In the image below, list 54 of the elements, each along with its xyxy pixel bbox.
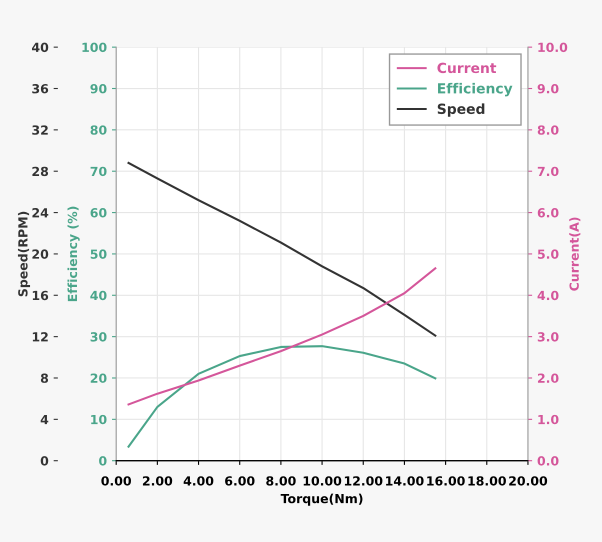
line-series xyxy=(127,267,436,406)
y-axis-title: Speed(RPM) xyxy=(18,212,30,296)
y2-tick-label: 5.0 xyxy=(538,249,559,259)
y3-tick-label: 30 xyxy=(90,332,107,342)
y-tick-label: 36 xyxy=(32,84,48,94)
y3-tick-label: 60 xyxy=(90,208,107,218)
y2-tick-label: 9.0 xyxy=(538,84,559,94)
y3-tick-label: 100 xyxy=(82,42,107,52)
y2-tick-label: 6.0 xyxy=(538,208,559,218)
x-tick-label: 8.00 xyxy=(266,476,296,486)
y3-tick-label: 50 xyxy=(90,249,107,259)
x-tick-label: 12.00 xyxy=(344,476,382,486)
x-tick-label: 0.00 xyxy=(101,476,132,486)
x-tick-label: 16.00 xyxy=(427,476,465,486)
y3-axis-title: Efficiency (%) xyxy=(67,206,80,302)
y3-tick-label: 10 xyxy=(91,414,107,424)
legend-label: Speed xyxy=(438,103,484,117)
y2-tick-label: 7.0 xyxy=(538,166,559,176)
y2-tick-label: 1.0 xyxy=(538,414,559,424)
line-series xyxy=(127,162,436,337)
y2-axis-title: Current(A) xyxy=(569,218,580,291)
y-tick-label: 4 xyxy=(40,414,48,424)
x-axis-title: Torque(Nm) xyxy=(280,494,362,506)
y3-tick-label: 40 xyxy=(90,290,107,300)
x-tick-label: 4.00 xyxy=(184,476,214,486)
legend-label: Efficiency xyxy=(438,82,512,96)
y-tick-label: 28 xyxy=(32,166,48,176)
y-tick-label: 40 xyxy=(32,42,48,52)
y3-tick-label: 90 xyxy=(90,84,107,94)
legend-label: Current xyxy=(437,62,496,74)
y3-tick-label: 70 xyxy=(90,166,107,176)
y3-tick-label: 0 xyxy=(99,456,107,466)
x-tick-label: 20.00 xyxy=(509,476,548,486)
x-tick-label: 2.00 xyxy=(142,476,172,486)
x-tick-label: 18.00 xyxy=(468,476,506,486)
y2-tick-label: 4.0 xyxy=(538,290,559,300)
x-tick-label: 14.00 xyxy=(386,476,424,486)
y3-tick-label: 80 xyxy=(90,125,107,135)
y-tick-label: 8 xyxy=(40,373,48,383)
y2-tick-label: 10.0 xyxy=(538,42,568,52)
y-tick-label: 24 xyxy=(32,208,48,218)
y-tick-label: 32 xyxy=(32,125,48,135)
y-tick-label: 16 xyxy=(32,290,48,300)
y2-tick-label: 3.0 xyxy=(538,332,559,342)
y3-tick-label: 20 xyxy=(90,373,107,383)
x-tick-label: 6.00 xyxy=(225,476,255,486)
y-tick-label: 20 xyxy=(32,249,48,259)
y-tick-label: 0 xyxy=(40,456,48,466)
line-series xyxy=(127,345,436,448)
y2-tick-label: 2.0 xyxy=(538,373,559,383)
y-tick-label: 12 xyxy=(32,332,48,342)
y2-tick-label: 8.0 xyxy=(538,125,559,135)
y2-tick-label: 0.0 xyxy=(538,456,559,466)
x-tick-label: 10.00 xyxy=(304,476,342,486)
